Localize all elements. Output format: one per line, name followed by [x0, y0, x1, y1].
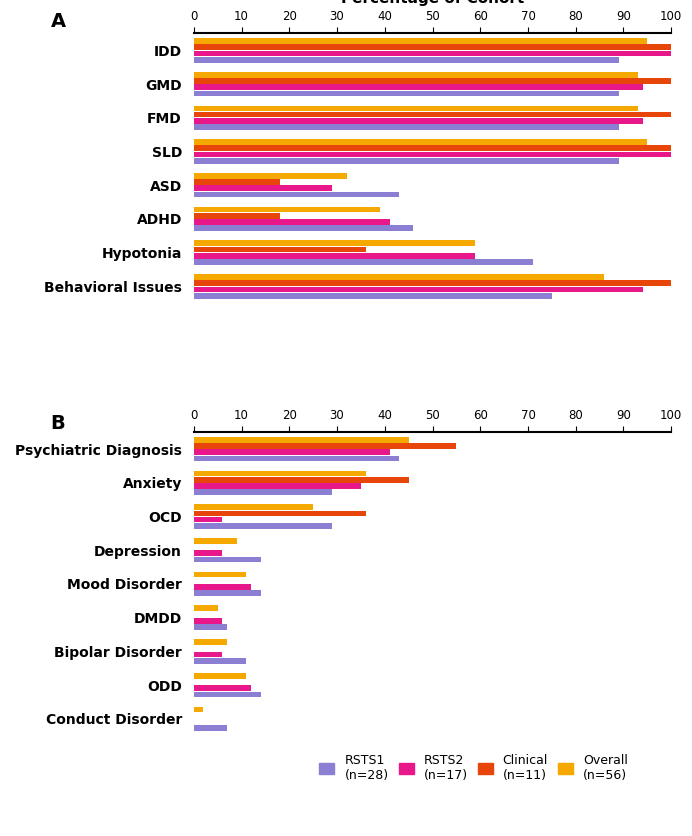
Legend: RSTS1
(n=28), RSTS2
(n=17), Clinical
(n=11), Overall
(n=56): RSTS1 (n=28), RSTS2 (n=17), Clinical (n=…	[320, 754, 628, 782]
Bar	[194, 179, 280, 185]
Bar	[194, 173, 347, 179]
Bar	[194, 477, 408, 482]
Bar	[194, 584, 251, 590]
Bar	[194, 590, 261, 596]
Bar	[194, 624, 227, 630]
Bar	[194, 557, 261, 563]
Bar	[194, 125, 619, 130]
Bar	[194, 186, 332, 191]
Bar	[194, 38, 647, 43]
Bar	[194, 151, 671, 157]
Bar	[194, 605, 217, 611]
Bar	[194, 57, 619, 63]
Bar	[194, 241, 475, 246]
Bar	[194, 274, 604, 280]
Bar	[194, 259, 533, 265]
Bar	[194, 726, 227, 731]
Bar	[194, 219, 390, 225]
Bar	[194, 572, 246, 578]
Bar	[194, 449, 390, 455]
Bar	[194, 191, 399, 197]
Bar	[194, 213, 280, 219]
Bar	[194, 112, 671, 118]
Bar	[194, 691, 261, 697]
Bar	[194, 651, 222, 657]
Bar	[194, 538, 237, 543]
Bar	[194, 640, 227, 645]
Bar	[194, 686, 251, 691]
X-axis label: Percentage of Cohort: Percentage of Cohort	[341, 0, 524, 6]
Bar	[194, 443, 457, 449]
Bar	[194, 489, 332, 495]
Bar	[194, 456, 399, 461]
Bar	[194, 118, 643, 124]
Bar	[194, 252, 475, 258]
Bar	[194, 206, 380, 212]
Bar	[194, 293, 552, 298]
Bar	[194, 504, 313, 510]
Bar	[194, 280, 671, 286]
Bar	[194, 84, 643, 90]
Bar	[194, 145, 671, 151]
Text: A: A	[51, 12, 66, 31]
Bar	[194, 511, 365, 517]
Bar	[194, 44, 671, 50]
Bar	[194, 673, 246, 679]
Bar	[194, 550, 222, 556]
Bar	[194, 72, 638, 78]
Bar	[194, 140, 647, 145]
Bar	[194, 105, 638, 111]
Bar	[194, 158, 619, 164]
Bar	[194, 226, 413, 231]
Bar	[194, 50, 671, 56]
Bar	[194, 78, 671, 84]
Bar	[194, 287, 643, 293]
Bar	[194, 247, 365, 252]
Bar	[194, 517, 222, 522]
Bar	[194, 618, 222, 624]
Bar	[194, 471, 365, 477]
Bar	[194, 658, 246, 664]
Bar	[194, 483, 361, 489]
Bar	[194, 523, 332, 528]
Bar	[194, 706, 203, 712]
Bar	[194, 437, 408, 442]
Text: B: B	[51, 414, 65, 433]
Bar	[194, 90, 619, 96]
